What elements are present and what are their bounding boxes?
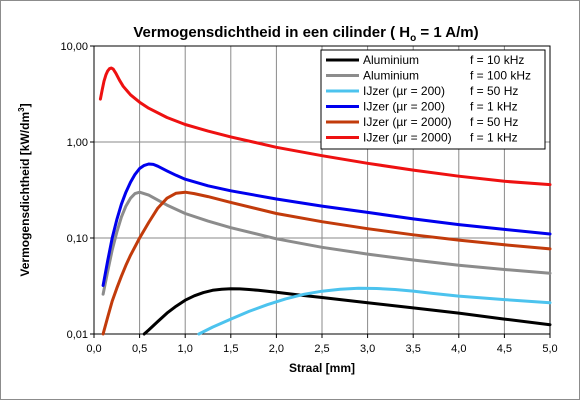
x-tick-label: 2,5 [314, 343, 329, 355]
x-tick-label: 0,5 [132, 343, 147, 355]
series-line-1 [142, 287, 552, 336]
series-layer [98, 66, 552, 336]
legend-frequency: f = 100 kHz [470, 69, 531, 83]
legend-frequency: f = 50 Hz [470, 115, 518, 129]
legend-frequency: f = 1 kHz [470, 131, 518, 145]
x-tick-label: 0,0 [86, 343, 101, 355]
x-tick-label: 4,0 [451, 343, 466, 355]
legend-label: IJzer (µr = 200) [363, 84, 445, 98]
y-tick-label: 1,00 [67, 137, 88, 149]
x-tick-label: 3,0 [360, 343, 375, 355]
y-axis-label: Vermogensdichtheid [kW/dm3] [17, 103, 32, 276]
legend-label: IJzer (µr = 2000) [363, 115, 452, 129]
legend-label: IJzer (µr = 2000) [363, 131, 452, 145]
y-axis: 0,01 0,10 1,00 10,00 [60, 41, 94, 341]
legend-frequency: f = 50 Hz [470, 84, 518, 98]
legend-label: Aluminium [363, 69, 419, 83]
x-axis: 0,0 0,5 1,0 1,5 2,0 2,5 3,0 3,5 4,0 4,5 5,0 [86, 334, 558, 355]
x-axis-label: Straal [mm] [289, 361, 355, 375]
series-line-4 [101, 162, 552, 287]
series-line-3 [197, 286, 552, 336]
x-tick-label: 5,0 [542, 343, 557, 355]
x-tick-label: 4,5 [497, 343, 512, 355]
legend: Aluminium f = 10 kHz Aluminium f = 100 kHz I… [320, 49, 546, 150]
series-line-5 [101, 190, 552, 336]
y-tick-label: 10,00 [60, 41, 88, 53]
x-tick-label: 2,0 [269, 343, 284, 355]
y-tick-label: 0,10 [67, 233, 88, 245]
x-tick-label: 3,5 [406, 343, 421, 355]
series-line-6 [98, 66, 552, 187]
chart-title: Vermogensdichtheid in een cilinder ( Ho … [133, 24, 478, 44]
legend-label: Aluminium [363, 53, 419, 67]
legend-frequency: f = 1 kHz [470, 100, 518, 114]
y-tick-label: 0,01 [67, 329, 88, 341]
x-tick-label: 1,0 [178, 343, 193, 355]
legend-frequency: f = 10 kHz [470, 53, 524, 67]
x-tick-label: 1,5 [223, 343, 238, 355]
legend-label: IJzer (µr = 200) [363, 100, 445, 114]
legend-box [320, 49, 546, 150]
